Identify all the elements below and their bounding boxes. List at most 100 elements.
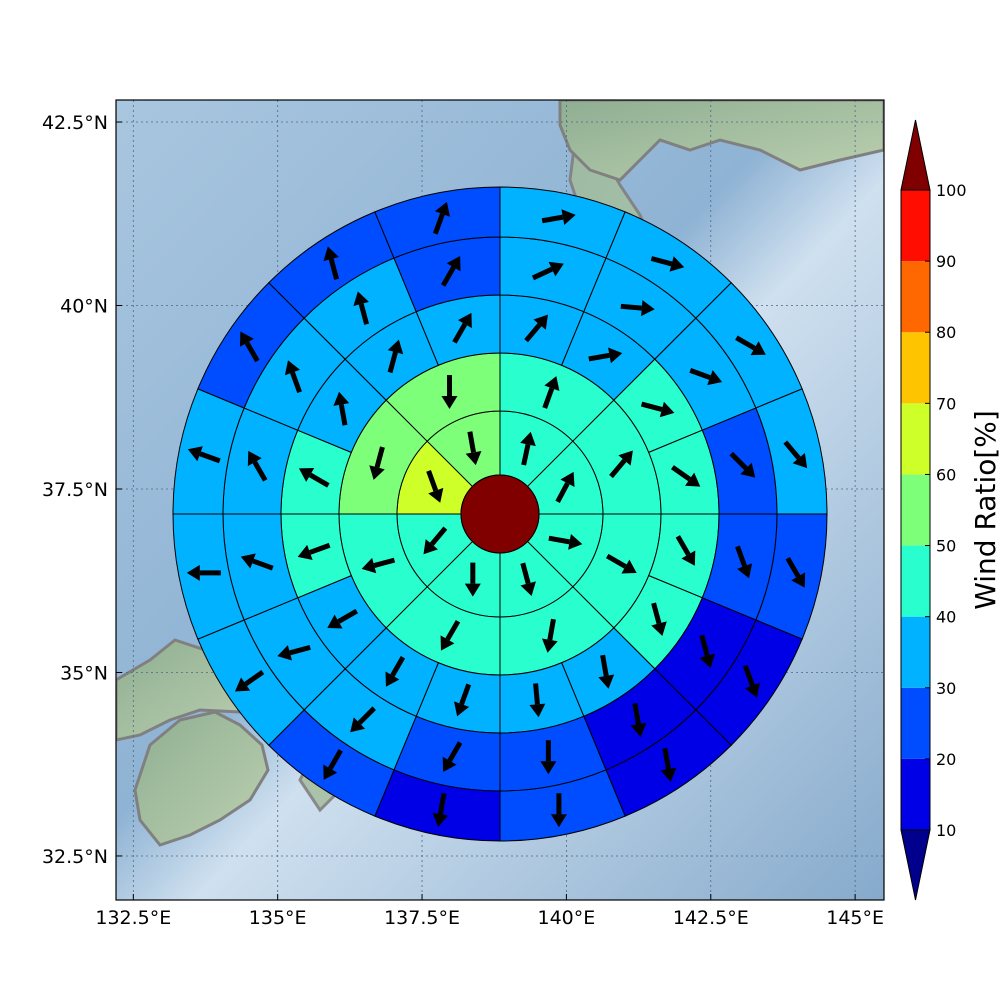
wind-arrow bbox=[298, 468, 330, 488]
wind-arrow-shaft bbox=[541, 214, 564, 224]
wind-arrow bbox=[350, 706, 377, 733]
wind-arrow-head bbox=[660, 767, 677, 782]
wind-arrow-head bbox=[186, 564, 200, 581]
wind-arrow-head bbox=[541, 638, 558, 653]
wind-arrow-shaft bbox=[605, 553, 627, 569]
wind-arrow-head bbox=[560, 471, 575, 488]
colorbar-under-extension bbox=[900, 829, 931, 901]
wind-arrow-shaft bbox=[357, 706, 377, 725]
wind-arrow-head bbox=[540, 761, 557, 775]
wind-arrow-head bbox=[548, 261, 564, 277]
wind-arrow-head bbox=[529, 703, 546, 718]
wind-arrow-shaft bbox=[437, 793, 447, 815]
wind-arrow-head bbox=[465, 450, 482, 466]
wind-arrow bbox=[247, 450, 268, 482]
wind-arrow-shaft bbox=[252, 558, 274, 571]
wind-arrow-head bbox=[240, 553, 256, 569]
colorbar-tick-label: 30 bbox=[936, 679, 956, 698]
colorbar-bin bbox=[901, 403, 930, 475]
wind-arrow-head bbox=[458, 312, 472, 329]
wind-arrow-head bbox=[618, 450, 633, 466]
wind-arrow bbox=[520, 562, 536, 597]
wind-arrow bbox=[620, 300, 655, 317]
wind-arrow-head bbox=[681, 550, 696, 566]
wind-arrow-shaft bbox=[328, 258, 340, 280]
wind-arrow-head bbox=[544, 376, 560, 392]
wind-arrow-head bbox=[744, 682, 760, 698]
wind-arrow-head bbox=[464, 583, 481, 597]
wind-arrow-head bbox=[297, 544, 313, 560]
wind-arrow bbox=[423, 526, 448, 555]
wind-arrow bbox=[454, 683, 472, 717]
wind-arrow bbox=[333, 391, 350, 426]
wind-arrow-head bbox=[350, 717, 366, 733]
wind-arrow-shaft bbox=[447, 741, 463, 762]
wind-arrow-shaft bbox=[735, 335, 756, 351]
colorbar-tick-label: 80 bbox=[936, 323, 956, 342]
wind-arrow-head bbox=[707, 370, 723, 386]
colorbar-tick-label: 90 bbox=[936, 252, 956, 271]
wind-arrow-shaft bbox=[548, 535, 570, 545]
wind-arrow-head bbox=[750, 341, 766, 356]
wind-arrow bbox=[323, 246, 340, 280]
wind-arrow bbox=[735, 545, 753, 579]
wind-arrow-shaft bbox=[290, 371, 302, 394]
wind-arrow-head bbox=[284, 360, 300, 376]
wind-arrow-shaft bbox=[588, 352, 610, 362]
wind-arrow-head bbox=[440, 635, 455, 651]
wind-arrow bbox=[742, 664, 760, 698]
wind-arrow-shaft bbox=[651, 602, 662, 625]
wind-arrow-head bbox=[641, 300, 655, 317]
colorbar-bin bbox=[901, 758, 930, 830]
wind-arrow-shaft bbox=[533, 683, 540, 705]
wind-arrow bbox=[609, 450, 633, 479]
wind-arrow bbox=[524, 314, 548, 343]
wind-arrow bbox=[548, 533, 583, 550]
wind-arrow-shaft bbox=[467, 431, 476, 453]
wind-arrow bbox=[369, 446, 385, 480]
wind-arrow bbox=[297, 542, 331, 560]
wind-arrow-shaft bbox=[729, 451, 748, 471]
wind-arrow-head bbox=[323, 764, 338, 780]
wind-arrow bbox=[441, 375, 458, 410]
colorbar-over-extension bbox=[900, 119, 931, 191]
colorbar: 10 20 30 40 50 60 70 80 90 100 Wind Ratio[%] bbox=[900, 119, 1000, 901]
wind-arrow bbox=[588, 347, 623, 364]
wind-arrow-shaft bbox=[445, 619, 461, 641]
wind-arrow-head bbox=[239, 331, 254, 347]
wind-arrow bbox=[520, 431, 536, 466]
wind-arrow bbox=[783, 440, 808, 469]
wind-arrow-head bbox=[520, 581, 536, 597]
wind-arrow-head bbox=[428, 487, 444, 503]
wind-arrow-shaft bbox=[632, 703, 641, 725]
wind-arrow-head bbox=[454, 701, 470, 717]
wind-arrow bbox=[630, 703, 647, 737]
wind-arrow-shaft bbox=[650, 256, 673, 267]
hokkaido-land bbox=[558, 100, 884, 182]
wind-arrow-shaft bbox=[640, 401, 663, 412]
wind-arrows bbox=[186, 201, 808, 828]
wind-arrow-shaft bbox=[373, 557, 396, 568]
wind-arrow-shaft bbox=[555, 482, 570, 504]
wind-arrow-head bbox=[791, 572, 806, 588]
wind-arrow bbox=[240, 553, 274, 571]
wind-arrow bbox=[699, 634, 715, 669]
wind-arrow-head bbox=[361, 557, 377, 574]
wind-arrow-shaft bbox=[620, 303, 642, 311]
colorbar-tick-label: 70 bbox=[936, 394, 956, 413]
wind-arrow bbox=[598, 654, 615, 689]
colorbar-bin bbox=[901, 190, 930, 262]
y-tick-label: 35°N bbox=[60, 662, 108, 684]
wind-arrow-head bbox=[441, 396, 458, 410]
wind-arrow-head bbox=[740, 462, 756, 478]
wind-arrow bbox=[675, 535, 696, 566]
wind-arrow bbox=[432, 793, 449, 827]
wind-arrow-head bbox=[423, 539, 438, 555]
wind-arrow bbox=[327, 608, 358, 629]
wind-arrow bbox=[605, 553, 637, 574]
colorbar-bin bbox=[901, 687, 930, 759]
wind-arrow-shaft bbox=[699, 634, 710, 657]
wind-arrow bbox=[234, 669, 265, 692]
colorbar-bin bbox=[901, 261, 930, 333]
wind-arrow bbox=[361, 557, 396, 574]
